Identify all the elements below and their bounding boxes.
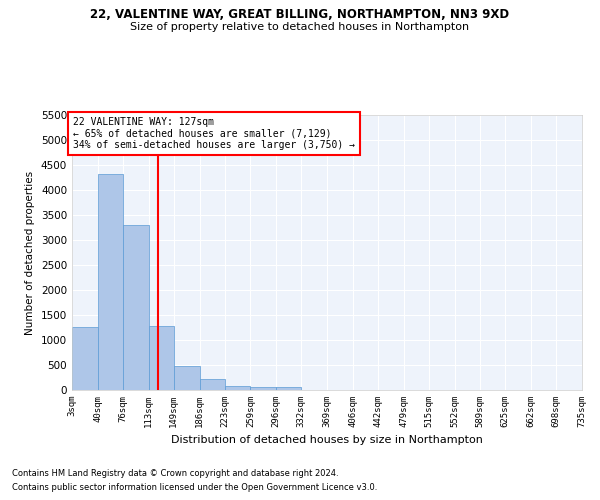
Y-axis label: Number of detached properties: Number of detached properties — [25, 170, 35, 334]
Text: 22 VALENTINE WAY: 127sqm
← 65% of detached houses are smaller (7,129)
34% of sem: 22 VALENTINE WAY: 127sqm ← 65% of detach… — [73, 117, 355, 150]
Bar — [225, 386, 250, 390]
Bar — [276, 387, 301, 390]
Bar — [123, 225, 149, 390]
Bar — [250, 387, 276, 390]
Bar — [174, 366, 199, 390]
Text: Contains HM Land Registry data © Crown copyright and database right 2024.: Contains HM Land Registry data © Crown c… — [12, 468, 338, 477]
X-axis label: Distribution of detached houses by size in Northampton: Distribution of detached houses by size … — [171, 436, 483, 446]
Bar — [72, 326, 98, 390]
Text: 22, VALENTINE WAY, GREAT BILLING, NORTHAMPTON, NN3 9XD: 22, VALENTINE WAY, GREAT BILLING, NORTHA… — [91, 8, 509, 20]
Text: Contains public sector information licensed under the Open Government Licence v3: Contains public sector information licen… — [12, 484, 377, 492]
Bar — [98, 174, 123, 390]
Bar — [149, 326, 174, 390]
Text: Size of property relative to detached houses in Northampton: Size of property relative to detached ho… — [130, 22, 470, 32]
Bar — [199, 379, 225, 390]
